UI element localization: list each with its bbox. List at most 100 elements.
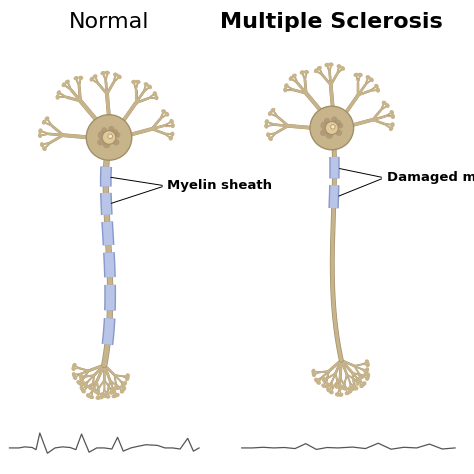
Circle shape	[358, 73, 361, 76]
Circle shape	[312, 374, 315, 376]
Circle shape	[91, 396, 93, 398]
Circle shape	[391, 124, 393, 127]
Circle shape	[338, 385, 341, 387]
Circle shape	[79, 76, 81, 79]
Circle shape	[73, 374, 75, 376]
Circle shape	[102, 72, 104, 74]
Circle shape	[390, 111, 392, 113]
Circle shape	[356, 383, 359, 385]
Circle shape	[336, 393, 338, 395]
Circle shape	[114, 73, 117, 76]
Circle shape	[113, 387, 116, 390]
Circle shape	[90, 396, 92, 398]
Circle shape	[80, 375, 82, 377]
Circle shape	[336, 385, 338, 388]
Circle shape	[41, 143, 43, 145]
Circle shape	[94, 390, 96, 392]
Circle shape	[73, 368, 75, 370]
Circle shape	[356, 383, 358, 385]
Circle shape	[313, 374, 315, 376]
Circle shape	[366, 361, 369, 364]
Circle shape	[284, 89, 286, 91]
Circle shape	[93, 389, 96, 392]
Circle shape	[340, 393, 343, 396]
Circle shape	[133, 81, 136, 83]
Circle shape	[57, 92, 60, 94]
Circle shape	[383, 101, 385, 104]
Circle shape	[342, 67, 344, 70]
Circle shape	[317, 381, 319, 383]
Circle shape	[285, 85, 287, 88]
Circle shape	[367, 76, 370, 79]
Circle shape	[100, 396, 103, 399]
Circle shape	[318, 67, 320, 69]
Circle shape	[267, 134, 270, 137]
Circle shape	[115, 73, 118, 76]
Circle shape	[102, 393, 105, 396]
Circle shape	[58, 91, 60, 93]
Circle shape	[124, 382, 127, 384]
Circle shape	[127, 374, 129, 377]
Circle shape	[97, 392, 100, 394]
Circle shape	[365, 360, 368, 363]
Circle shape	[341, 67, 344, 69]
Circle shape	[351, 387, 353, 390]
Circle shape	[97, 397, 99, 399]
Circle shape	[358, 377, 361, 379]
Circle shape	[154, 92, 156, 94]
Circle shape	[163, 110, 165, 113]
Circle shape	[359, 377, 361, 379]
Circle shape	[346, 392, 348, 394]
Circle shape	[73, 365, 75, 367]
Circle shape	[43, 120, 46, 123]
Circle shape	[375, 85, 378, 87]
Circle shape	[136, 81, 138, 83]
Circle shape	[107, 395, 109, 398]
Circle shape	[365, 372, 367, 374]
Circle shape	[84, 384, 87, 386]
Circle shape	[118, 386, 120, 389]
Circle shape	[43, 147, 45, 149]
Circle shape	[127, 377, 129, 379]
Circle shape	[267, 134, 269, 136]
Circle shape	[330, 391, 332, 393]
Circle shape	[366, 369, 368, 372]
Circle shape	[267, 133, 269, 136]
Circle shape	[366, 364, 369, 366]
Circle shape	[90, 387, 92, 390]
Circle shape	[127, 374, 129, 376]
Circle shape	[324, 381, 327, 383]
Circle shape	[320, 121, 329, 130]
Circle shape	[171, 120, 173, 123]
Circle shape	[367, 374, 369, 376]
Circle shape	[366, 363, 369, 365]
Circle shape	[392, 123, 394, 125]
Circle shape	[41, 144, 43, 146]
Text: Multiple Sclerosis: Multiple Sclerosis	[220, 12, 443, 32]
Circle shape	[338, 65, 340, 67]
Text: Normal: Normal	[69, 12, 149, 32]
Circle shape	[359, 73, 361, 76]
Circle shape	[349, 387, 352, 389]
Circle shape	[342, 68, 344, 70]
Circle shape	[44, 148, 46, 150]
Circle shape	[73, 367, 75, 369]
Circle shape	[365, 372, 367, 374]
Circle shape	[358, 379, 361, 382]
Circle shape	[364, 382, 366, 384]
Circle shape	[163, 110, 165, 112]
Circle shape	[366, 364, 369, 366]
Circle shape	[113, 139, 119, 146]
Circle shape	[318, 382, 320, 384]
Circle shape	[351, 388, 354, 390]
Circle shape	[118, 75, 120, 78]
Text: Myelin sheath: Myelin sheath	[167, 179, 273, 192]
Circle shape	[90, 79, 92, 81]
Circle shape	[331, 125, 335, 129]
Circle shape	[172, 124, 174, 127]
Circle shape	[81, 388, 83, 390]
Circle shape	[367, 374, 369, 377]
Circle shape	[265, 126, 268, 128]
Circle shape	[39, 134, 41, 136]
Circle shape	[93, 75, 96, 78]
